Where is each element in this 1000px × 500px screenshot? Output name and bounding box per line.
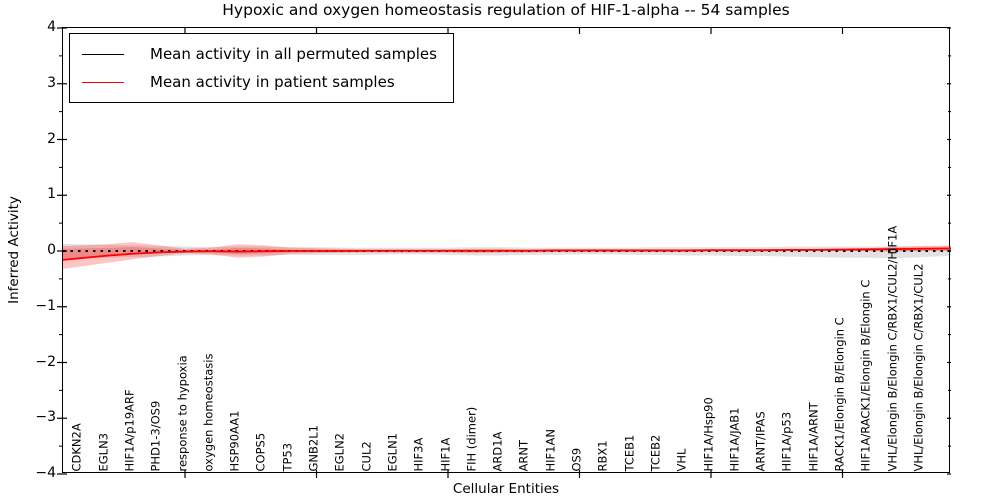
- x-category-label: VHL/Elongin B/Elongin C/RBX1/CUL2/HIF1A: [885, 225, 900, 471]
- chart-title: Hypoxic and oxygen homeostasis regulatio…: [222, 1, 790, 19]
- x-category-label: TP53: [280, 442, 295, 471]
- patient-mean-line: [62, 247, 952, 261]
- y-tick-label: −3: [35, 409, 56, 426]
- x-category-label: RACK1/Elongin B/Elongin C: [832, 316, 847, 471]
- x-category-label: HIF1AN: [543, 428, 558, 471]
- x-category-label: FIH (dimer): [464, 406, 479, 471]
- x-category-label: EGLN2: [332, 432, 347, 471]
- x-category-label: ARNT/IPAS: [753, 410, 768, 471]
- chart-canvas: [57, 27, 952, 478]
- x-category-label: response to hypoxia: [175, 354, 189, 471]
- x-category-label: HIF1A: [438, 437, 452, 471]
- x-category-label: HIF1A/RACK1/Elongin B/Elongin C: [858, 279, 873, 471]
- x-category-label: VHL/Elongin B/Elongin C/RBX1/CUL2: [911, 262, 926, 471]
- x-category-label: VHL: [674, 448, 689, 471]
- x-category-label: EGLN3: [96, 432, 111, 471]
- y-tick-label: −1: [35, 297, 56, 314]
- x-category-label: OS9: [569, 447, 584, 471]
- x-category-label: PHD1-3/OS9: [148, 400, 163, 471]
- plot-area: Mean activity in all permuted samples Me…: [57, 27, 952, 478]
- x-category-label: oxygen homeostasis: [201, 353, 216, 471]
- legend-label-permuted: Mean activity in all permuted samples: [150, 45, 437, 63]
- x-category-label: TCEB2: [648, 434, 663, 471]
- patient-samples-band: [63, 242, 951, 269]
- x-category-label: HIF1A/JAB1: [727, 407, 742, 471]
- y-tick-label: −4: [35, 465, 56, 481]
- y-tick-label: 2: [47, 130, 56, 147]
- x-category-label: COPS5: [253, 432, 268, 471]
- x-category-label: HIF1A/ARNT: [806, 401, 821, 471]
- x-category-label: CDKN2A: [69, 422, 84, 471]
- y-tick-label: 0: [47, 242, 56, 258]
- patient-samples-inner-band: [63, 246, 951, 260]
- legend-entry-patient: Mean activity in patient samples: [82, 68, 437, 96]
- x-axis-label: Cellular Entities: [452, 481, 560, 497]
- x-category-label: GNB2L1: [306, 424, 321, 471]
- y-tick-label: 3: [47, 74, 56, 91]
- x-category-label: HIF3A: [411, 437, 426, 471]
- x-category-label: ARD1A: [490, 431, 505, 471]
- x-category-label: HIF1A/p19ARF: [122, 388, 137, 471]
- x-category-label: HIF1A/Hsp90: [701, 396, 715, 471]
- x-category-label: CUL2: [359, 440, 374, 471]
- x-category-label: ARNT: [516, 439, 531, 472]
- x-category-label: EGLN1: [385, 432, 400, 471]
- legend-line-sample-black-icon: [82, 53, 124, 55]
- y-tick-label: 1: [47, 186, 56, 203]
- x-category-label: TCEB1: [622, 434, 637, 471]
- legend: Mean activity in all permuted samples Me…: [69, 33, 454, 103]
- x-category-label: HIF1A/p53: [779, 411, 794, 471]
- y-tick-label: 4: [47, 19, 56, 35]
- x-category-label: RBX1: [595, 439, 610, 471]
- x-category-label: HSP90AA1: [227, 410, 242, 471]
- y-tick-label: −2: [35, 353, 56, 370]
- legend-line-sample-red-icon: [82, 81, 124, 83]
- legend-label-patient: Mean activity in patient samples: [150, 73, 395, 91]
- legend-entry-permuted: Mean activity in all permuted samples: [82, 40, 437, 68]
